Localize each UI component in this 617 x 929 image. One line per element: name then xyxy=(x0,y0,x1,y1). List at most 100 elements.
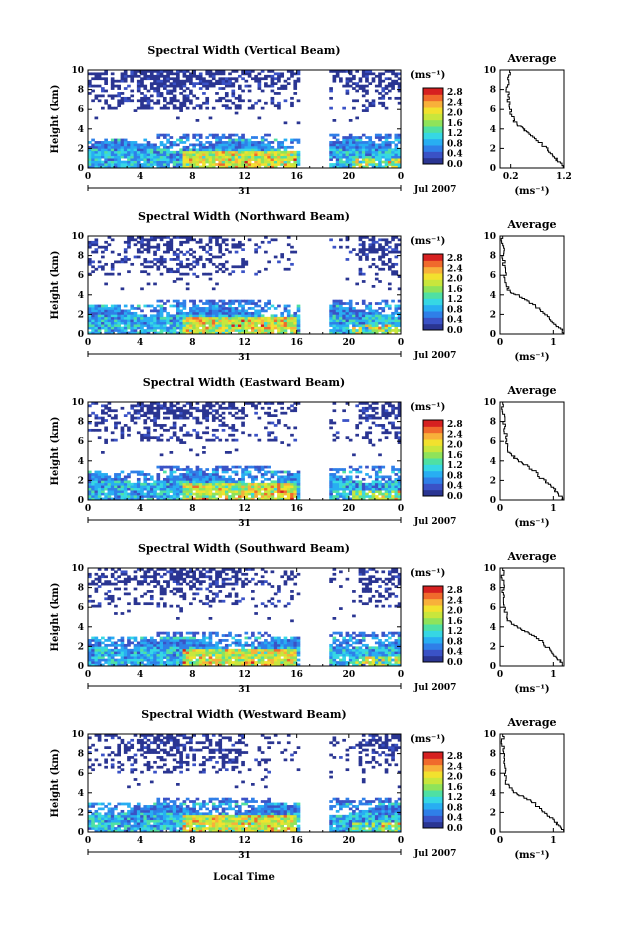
heatmap-cell xyxy=(251,153,255,157)
heatmap-cell xyxy=(228,497,232,501)
heatmap-cell xyxy=(143,106,148,110)
average-x-tick-label: 1.2 xyxy=(556,172,572,182)
heatmap-cell xyxy=(159,158,164,161)
heatmap-cell xyxy=(332,153,337,157)
heatmap-cell xyxy=(156,148,161,152)
heatmap-cell xyxy=(185,311,190,315)
heatmap-cell xyxy=(211,319,216,323)
heatmap-cell xyxy=(101,245,105,249)
heatmap-cell xyxy=(140,636,144,640)
heatmap-cell xyxy=(332,299,337,303)
heatmap-cell xyxy=(391,324,395,327)
heatmap-cell xyxy=(329,421,333,425)
heatmap-cell xyxy=(355,314,360,318)
heatmap-cell xyxy=(241,89,245,93)
heatmap-cell xyxy=(391,165,395,169)
heatmap-cell xyxy=(361,485,366,489)
heatmap-cell xyxy=(198,311,203,315)
heatmap-cell xyxy=(332,490,337,493)
heatmap-cell xyxy=(127,592,131,596)
heatmap-cell xyxy=(384,304,389,308)
heatmap-cell xyxy=(146,260,151,264)
heatmap-cell xyxy=(215,282,219,286)
heatmap-cell xyxy=(88,245,92,249)
heatmap-cell xyxy=(133,109,138,112)
heatmap-cell xyxy=(374,321,379,325)
heatmap-cell xyxy=(352,453,356,457)
heatmap-cell xyxy=(91,490,95,493)
heatmap-cell xyxy=(237,153,242,157)
heatmap-cell xyxy=(280,150,285,154)
heatmap-cell xyxy=(368,314,373,318)
heatmap-cell xyxy=(179,109,183,112)
heatmap-cell xyxy=(156,497,161,501)
heatmap-cell xyxy=(114,658,118,662)
heatmap-cell xyxy=(237,299,242,303)
heatmap-cell xyxy=(394,304,399,308)
heatmap-cell xyxy=(241,299,245,303)
heatmap-cell xyxy=(218,82,223,85)
heatmap-cell xyxy=(397,77,402,81)
heatmap-cell xyxy=(283,324,288,327)
heatmap-cell xyxy=(352,490,356,493)
heatmap-cell xyxy=(205,314,210,318)
heatmap-cell xyxy=(130,238,135,242)
heatmap-cell xyxy=(329,497,333,501)
heatmap-cell xyxy=(251,490,255,493)
heatmap-cell xyxy=(143,436,148,440)
heatmap-cell xyxy=(371,141,376,144)
heatmap-cell xyxy=(358,153,363,157)
heatmap-cell xyxy=(133,314,138,318)
heatmap-cell xyxy=(120,287,125,291)
heatmap-cell xyxy=(88,485,92,489)
heatmap-cell xyxy=(260,307,265,310)
heatmap-cell xyxy=(94,314,99,318)
heatmap-cell xyxy=(94,96,99,100)
heatmap-cell xyxy=(185,492,190,496)
heatmap-cell xyxy=(241,148,245,152)
heatmap-cell xyxy=(146,473,151,476)
heatmap-cell xyxy=(267,490,271,493)
heatmap-cell xyxy=(365,314,369,318)
heatmap-cell xyxy=(241,485,245,489)
heatmap-cell xyxy=(228,77,232,81)
heatmap-cell xyxy=(264,150,268,154)
heatmap-cell xyxy=(215,319,219,323)
heatmap-cell xyxy=(237,329,242,332)
heatmap-cell xyxy=(280,482,285,486)
heatmap-cell xyxy=(208,253,213,256)
heatmap-cell xyxy=(224,314,229,318)
heatmap-cell xyxy=(241,490,245,493)
heatmap-cell xyxy=(91,582,95,586)
heatmap-cell xyxy=(247,155,252,159)
heatmap-cell xyxy=(397,304,402,308)
heatmap-cell xyxy=(241,160,245,164)
heatmap-cell xyxy=(286,492,291,496)
colorbar-swatch xyxy=(423,273,443,280)
heatmap-cell xyxy=(221,150,226,154)
heatmap-cell xyxy=(228,106,232,110)
heatmap-cell xyxy=(374,74,379,78)
heatmap-cell xyxy=(264,236,268,239)
heatmap-cell xyxy=(247,70,252,73)
heatmap-cell xyxy=(114,94,118,98)
heatmap-cell xyxy=(221,487,226,491)
heatmap-cell xyxy=(166,145,170,149)
heatmap-cell xyxy=(329,106,333,110)
heatmap-cell xyxy=(117,587,121,591)
heatmap-cell xyxy=(208,311,213,315)
heatmap-cell xyxy=(146,404,151,408)
heatmap-cell xyxy=(117,143,121,147)
heatmap-cell xyxy=(205,148,210,152)
heatmap-cell xyxy=(101,141,105,144)
heatmap-cell xyxy=(221,70,226,73)
heatmap-cell xyxy=(176,236,180,239)
heatmap-cell xyxy=(208,155,213,159)
heatmap-cell xyxy=(107,165,112,169)
heatmap-cell xyxy=(133,656,138,659)
heatmap-cell xyxy=(107,475,112,479)
colorbar-swatch xyxy=(423,420,443,427)
heatmap-cell xyxy=(361,165,366,169)
heatmap-cell xyxy=(88,141,92,144)
heatmap-cell xyxy=(270,79,275,83)
